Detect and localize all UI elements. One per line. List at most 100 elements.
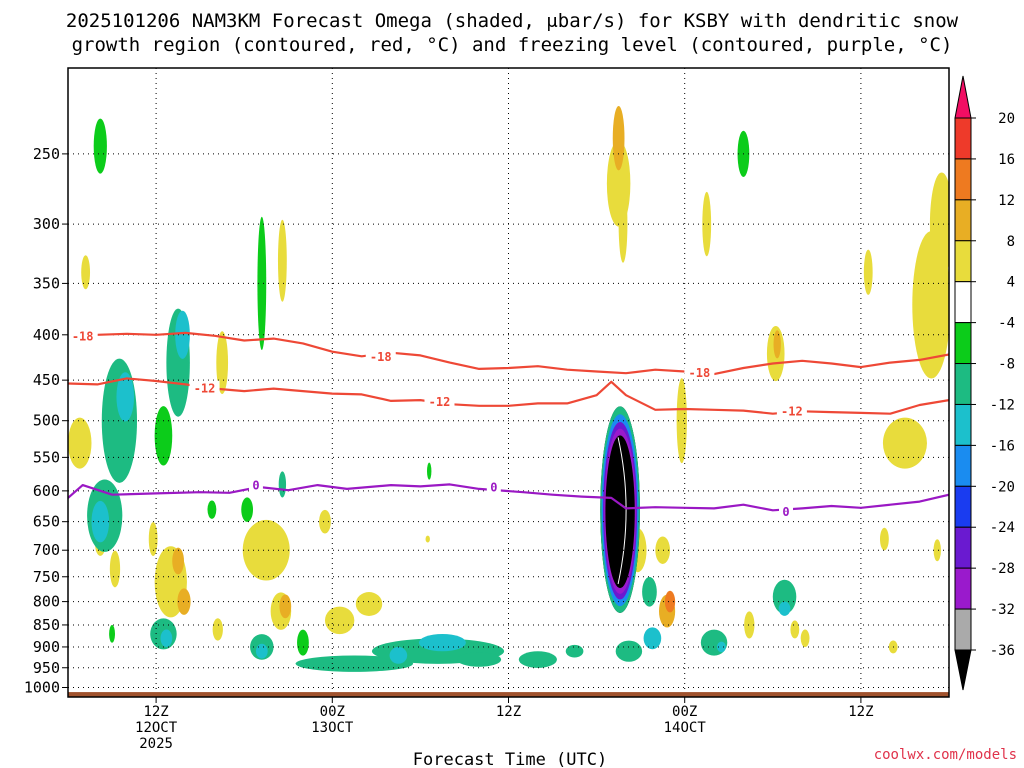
colorbar-label-1: 16	[998, 152, 1015, 168]
colorbar: 20 16 12 8 4 -4 -8 -12 -16 -20 -24 -28 -32 -36	[954, 75, 1015, 691]
plot-area: -18 -18 -18 -12 -12 -12 0 0 0	[67, 67, 950, 698]
omega-cell-23	[790, 620, 800, 639]
temperature-contours: -18 -18 -18 -12 -12 -12 0 0 0	[68, 328, 949, 519]
omega-cell-31	[933, 539, 941, 562]
dgz-minus18-label-1: -18	[370, 350, 392, 364]
xtick-label-6-3: 2025	[139, 736, 173, 752]
omega-cell-0	[68, 417, 92, 469]
omega-cell-30	[929, 172, 949, 276]
omega-cell-67	[255, 643, 268, 659]
omega-cell-21	[744, 611, 755, 639]
omega-cell-15	[355, 592, 383, 616]
freezing-level-label-bg-0	[248, 477, 263, 492]
omega-cell-36	[154, 406, 173, 466]
colorbar-bin-7	[954, 403, 972, 446]
dgz-minus18-label-bg-0	[68, 328, 98, 343]
dgz-minus12-label-bg-2	[776, 403, 807, 418]
dgz-minus12-label-1: -12	[429, 395, 451, 409]
colorbar-bin-12	[954, 608, 972, 651]
omega-cell-9	[207, 500, 217, 519]
xtick-label-6-1: 12Z	[143, 704, 168, 720]
y-axis: 250 300 350 400 450 500 550 600 650 700 750 800 850 9…	[24, 145, 68, 696]
omega-cell-65	[91, 500, 110, 543]
omega-cell-37	[257, 216, 267, 351]
omega-cell-71	[116, 372, 135, 422]
omega-cell-26	[879, 527, 889, 551]
omega-core-outline	[617, 437, 627, 585]
omega-cell-6	[148, 522, 158, 557]
xtick-label-54-1: 12Z	[848, 704, 873, 720]
omega-cell-11	[242, 519, 290, 581]
omega-cell-68	[389, 647, 408, 664]
omega-cell-39	[297, 629, 309, 656]
colorbar-label-9: -20	[990, 479, 1015, 495]
colorbar-label-11: -28	[990, 561, 1015, 577]
ytick-label-450: 450	[33, 371, 60, 389]
colorbar-min-arrow	[954, 649, 972, 691]
freezing-level-label-bg-2	[779, 504, 794, 519]
ytick-label-900: 900	[33, 638, 60, 656]
omega-cell-16	[425, 535, 430, 543]
omega-cell-18	[655, 536, 671, 564]
colorbar-label-2: 12	[998, 193, 1015, 209]
omega-cell-13	[319, 509, 331, 534]
omega-core-ring-4	[605, 435, 635, 589]
colorbar-label-12: -32	[990, 602, 1015, 618]
colorbar-bin-4	[954, 281, 972, 324]
terrain	[68, 692, 949, 697]
omega-cell-38	[241, 497, 254, 522]
colorbar-label-10: -24	[990, 520, 1015, 536]
ytick-label-600: 600	[33, 482, 60, 500]
dgz-minus12-label-0: -12	[194, 382, 216, 396]
ytick-label-950: 950	[33, 659, 60, 677]
xtick-label-42-2: 14OCT	[664, 720, 707, 736]
freezing-level-line	[68, 483, 949, 512]
chart-title-line2: growth region (contoured, red, °C) and f…	[72, 34, 953, 56]
omega-cell-49	[565, 644, 584, 658]
colorbar-bin-9	[954, 485, 972, 528]
omega-cell-7	[216, 331, 229, 395]
omega-cell-53	[772, 579, 797, 614]
omega-cell-33	[606, 140, 631, 227]
ytick-label-650: 650	[33, 513, 60, 531]
colorbar-label-13: -36	[990, 643, 1015, 659]
dgz-minus12-label-bg-0	[189, 380, 220, 395]
colorbar-label-4: 4	[1007, 275, 1015, 291]
colorbar-bin-10	[954, 526, 972, 569]
colorbar-max-arrow	[954, 75, 972, 119]
dgz-minus18-label-0: -18	[72, 330, 94, 344]
omega-cell-28	[882, 417, 927, 469]
ytick-label-800: 800	[33, 593, 60, 611]
omega-cell-56	[612, 106, 625, 171]
omega-cell-40	[427, 462, 432, 480]
ytick-label-550: 550	[33, 448, 60, 466]
xtick-label-18-2: 13OCT	[311, 720, 354, 736]
omega-cell-5	[109, 625, 115, 643]
omega-cell-41	[172, 547, 184, 575]
colorbar-bin-0	[954, 117, 972, 160]
omega-cell-57	[773, 330, 781, 359]
omega-cell-43	[278, 471, 287, 498]
colorbar-bin-3	[954, 240, 972, 283]
colorbar-label-5: -4	[998, 316, 1015, 332]
dgz-minus12-label-bg-1	[424, 393, 455, 408]
omega-cell-60	[615, 640, 643, 662]
omega-cell-58	[101, 358, 138, 483]
credit-link[interactable]: coolwx.com/models	[874, 747, 1017, 763]
freezing-level-label-0: 0	[252, 479, 259, 493]
gridlines	[68, 68, 949, 697]
omega-cell-10	[277, 219, 287, 302]
xtick-label-42-1: 00Z	[672, 704, 697, 720]
ytick-label-1000: 1000	[24, 678, 60, 696]
omega-cell-70	[778, 601, 791, 616]
x-axis-title: Forecast Time (UTC)	[413, 750, 607, 768]
ytick-label-700: 700	[33, 541, 60, 559]
ytick-label-350: 350	[33, 274, 60, 292]
omega-cell-20	[702, 191, 712, 257]
xtick-label-18-1: 00Z	[320, 704, 345, 720]
ytick-label-400: 400	[33, 326, 60, 344]
colorbar-bin-1	[954, 158, 972, 201]
dgz-minus18-label-2: -18	[689, 366, 711, 380]
ytick-label-300: 300	[33, 215, 60, 233]
